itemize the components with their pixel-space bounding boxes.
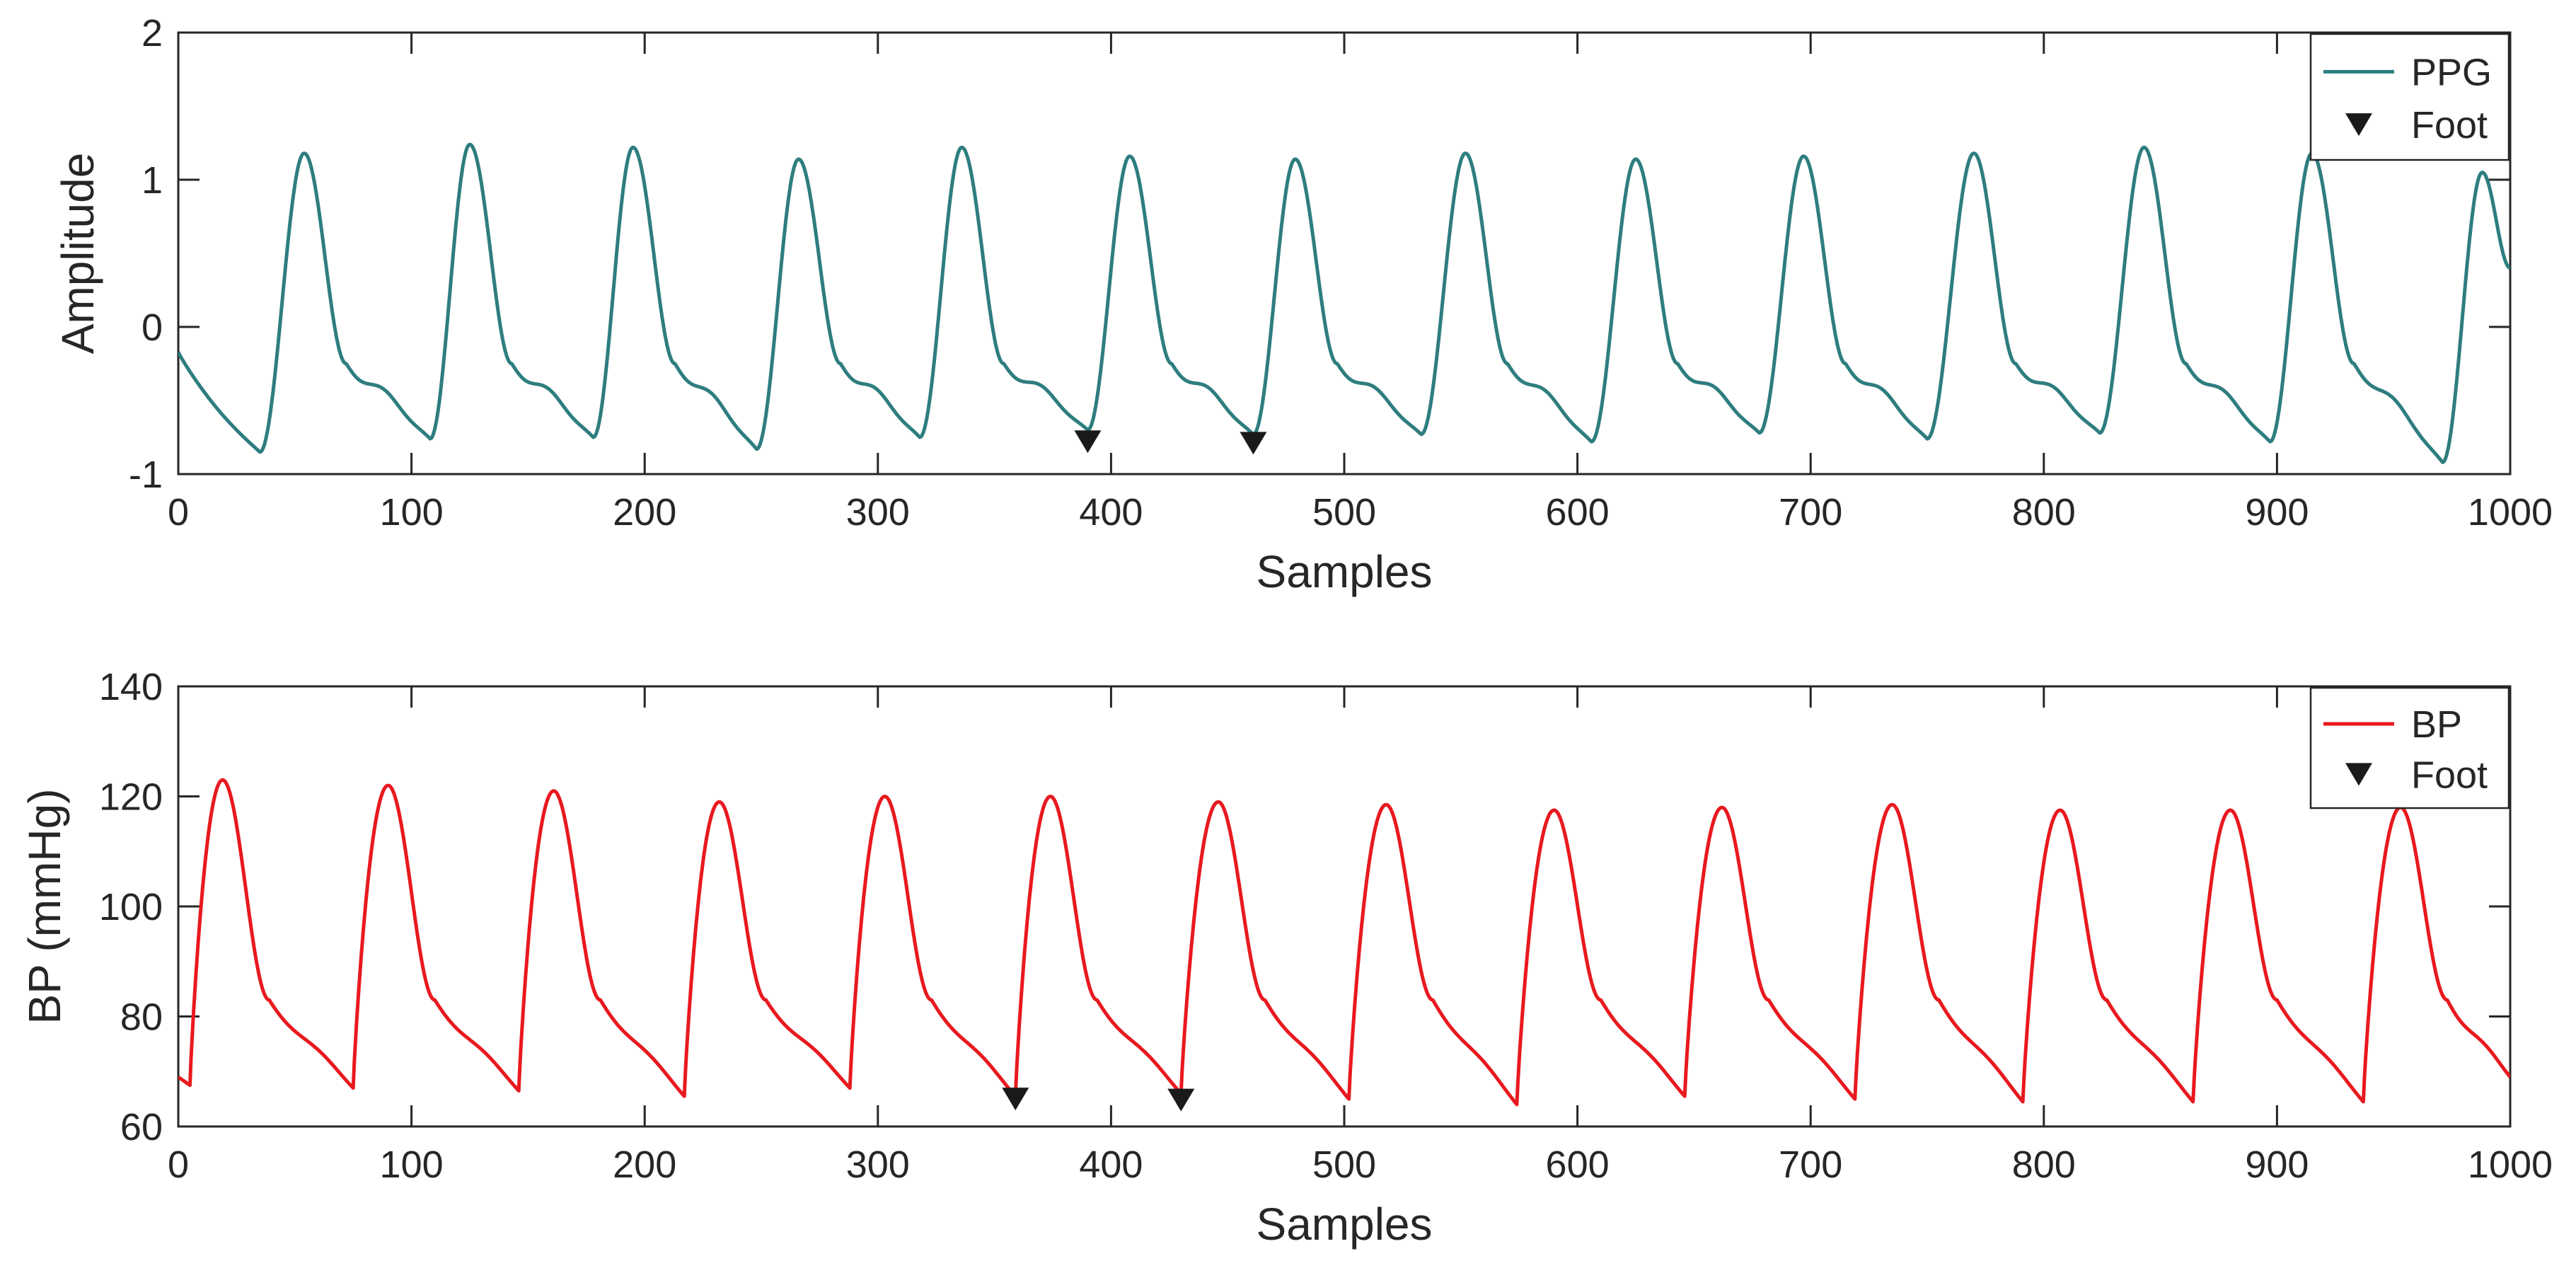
- chart-1: 0 100 200 300 400 500 600 700 800 900 1000-1012Sam…: [52, 12, 2553, 597]
- x-tick-label: 100: [380, 1143, 444, 1186]
- x-tick-label: 500: [1312, 491, 1376, 534]
- legend-label-series: BP: [2411, 703, 2462, 746]
- x-tick-label: 900: [2245, 1143, 2309, 1186]
- x-tick-label: 800: [2012, 491, 2076, 534]
- foot-marker: [1167, 1088, 1195, 1112]
- x-tick-label: 400: [1079, 1143, 1143, 1186]
- x-tick-label: 1000: [2468, 491, 2553, 534]
- x-tick-label: 700: [1779, 1143, 1842, 1186]
- y-tick-label: 120: [99, 776, 163, 819]
- x-tick-label: 200: [613, 491, 676, 534]
- y-tick-label: -1: [129, 454, 163, 496]
- x-tick-label: 100: [380, 491, 444, 534]
- legend-marker-swatch: [2345, 113, 2372, 137]
- x-tick-label: 300: [846, 491, 910, 534]
- y-axis-label: BP (mmHg): [19, 788, 70, 1024]
- x-axis-label: Samples: [1257, 546, 1433, 597]
- x-tick-label: 300: [846, 1143, 910, 1186]
- legend-label-foot: Foot: [2411, 104, 2488, 146]
- legend-marker-swatch: [2345, 763, 2372, 786]
- series-line-bp: [178, 778, 2510, 1107]
- foot-marker: [1240, 432, 1267, 455]
- x-tick-label: 500: [1312, 1143, 1376, 1186]
- x-tick-label: 400: [1079, 491, 1143, 534]
- axes-frame: [177, 31, 2512, 476]
- y-tick-label: 80: [120, 996, 163, 1039]
- y-axis-label: Amplitude: [52, 153, 103, 355]
- foot-marker: [1002, 1088, 1029, 1111]
- legend-label-series: PPG: [2411, 51, 2492, 93]
- x-tick-label: 1000: [2468, 1143, 2553, 1186]
- x-tick-label: 600: [1546, 491, 1610, 534]
- x-tick-label: 0: [168, 1143, 189, 1186]
- foot-marker: [1074, 430, 1102, 454]
- y-tick-label: 1: [141, 159, 163, 202]
- x-tick-label: 600: [1546, 1143, 1610, 1186]
- x-tick-label: 700: [1779, 491, 1842, 534]
- y-tick-label: 140: [99, 666, 163, 708]
- series-line-ppg: [178, 142, 2510, 464]
- y-tick-label: 100: [99, 886, 163, 928]
- x-tick-label: 0: [168, 491, 189, 534]
- x-tick-label: 900: [2245, 491, 2309, 534]
- x-axis-label: Samples: [1257, 1199, 1433, 1250]
- legend-label-foot: Foot: [2411, 754, 2488, 796]
- legend: PPG Foot: [2309, 33, 2510, 161]
- legend-box: [2309, 33, 2510, 161]
- y-tick-label: 0: [141, 306, 163, 349]
- y-tick-label: 2: [141, 12, 163, 54]
- legend: BP Foot: [2309, 686, 2510, 809]
- y-tick-label: 60: [120, 1106, 163, 1148]
- legend-box: [2309, 686, 2510, 809]
- x-tick-label: 200: [613, 1143, 676, 1186]
- x-tick-label: 800: [2012, 1143, 2076, 1186]
- chart-2: 0 100 200 300 400 500 600 700 800 900 1000 60 80 100 1…: [19, 666, 2553, 1250]
